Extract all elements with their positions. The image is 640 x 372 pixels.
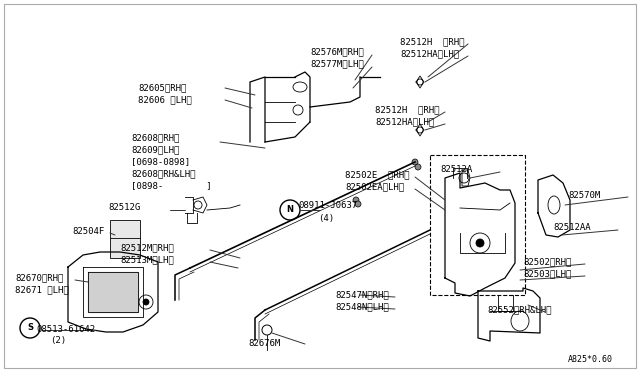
Text: 82609〈LH〉: 82609〈LH〉	[131, 145, 179, 154]
Text: 82502EA〈LH〉: 82502EA〈LH〉	[345, 183, 404, 192]
Text: 82512M〈RH〉: 82512M〈RH〉	[120, 244, 173, 253]
Text: 82512HA〈LH〉: 82512HA〈LH〉	[400, 49, 459, 58]
Text: 82606 〈LH〉: 82606 〈LH〉	[138, 96, 192, 105]
Text: A825*0.60: A825*0.60	[568, 356, 613, 365]
Text: 08911-J0637: 08911-J0637	[298, 202, 357, 211]
Text: 82552〈RH&LH〉: 82552〈RH&LH〉	[487, 305, 552, 314]
Text: 82605〈RH〉: 82605〈RH〉	[138, 83, 186, 93]
Bar	[110, 220, 140, 258]
Circle shape	[476, 239, 484, 247]
Text: (2): (2)	[50, 337, 66, 346]
Circle shape	[355, 201, 361, 207]
Bar	[430, 155, 525, 295]
Text: 82671 〈LH〉: 82671 〈LH〉	[15, 285, 68, 295]
Text: 82608〈RH〉: 82608〈RH〉	[131, 134, 179, 142]
Text: 82577M〈LH〉: 82577M〈LH〉	[310, 60, 364, 68]
Text: 82512HA〈LH〉: 82512HA〈LH〉	[375, 118, 434, 126]
Text: 82503〈LH〉: 82503〈LH〉	[523, 269, 572, 279]
Text: 82570M: 82570M	[568, 190, 600, 199]
Text: 82547N〈RH〉: 82547N〈RH〉	[335, 291, 388, 299]
Text: 82512A: 82512A	[440, 166, 472, 174]
Text: [0898-        ]: [0898- ]	[131, 182, 212, 190]
Text: 08513-61642: 08513-61642	[36, 324, 95, 334]
Text: 82670〈RH〉: 82670〈RH〉	[15, 273, 63, 282]
Circle shape	[353, 197, 359, 203]
Text: 82676M: 82676M	[248, 340, 280, 349]
Text: 82576M〈RH〉: 82576M〈RH〉	[310, 48, 364, 57]
Circle shape	[412, 159, 418, 165]
Text: 82502E  〈RH〉: 82502E 〈RH〉	[345, 170, 410, 180]
Text: 82512AA: 82512AA	[553, 224, 591, 232]
Text: 82608〈RH&LH〉: 82608〈RH&LH〉	[131, 170, 195, 179]
Text: 82513M〈LH〉: 82513M〈LH〉	[120, 256, 173, 264]
Polygon shape	[88, 272, 138, 312]
Text: S: S	[27, 324, 33, 333]
Text: 82504F: 82504F	[72, 228, 104, 237]
Circle shape	[143, 299, 149, 305]
Text: 82512H  〈RH〉: 82512H 〈RH〉	[400, 38, 465, 46]
Circle shape	[415, 164, 421, 170]
Text: 82548N〈LH〉: 82548N〈LH〉	[335, 302, 388, 311]
Text: 82512H  〈RH〉: 82512H 〈RH〉	[375, 106, 440, 115]
Text: 82502〈RH〉: 82502〈RH〉	[523, 257, 572, 266]
Text: (4): (4)	[318, 214, 334, 222]
Text: 82512G: 82512G	[108, 203, 140, 212]
Text: [0698-0898]: [0698-0898]	[131, 157, 190, 167]
Text: N: N	[287, 205, 294, 215]
